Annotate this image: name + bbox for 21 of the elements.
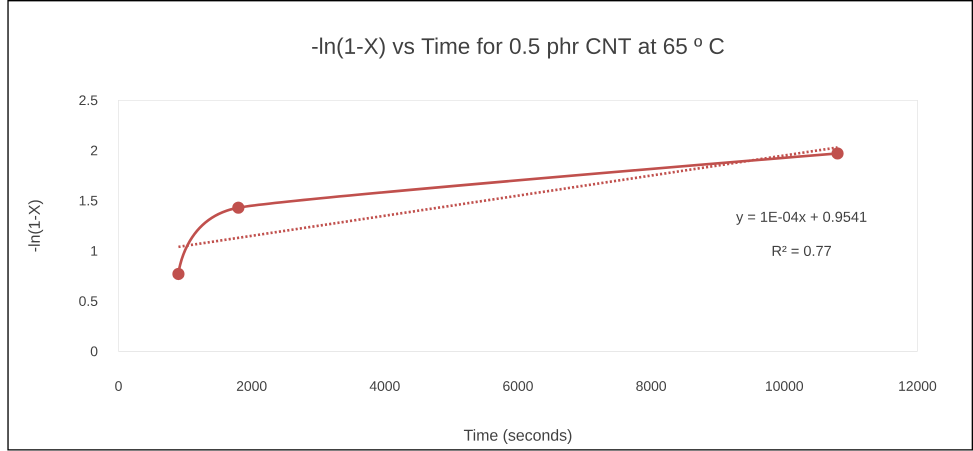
y-tick-label: 1.5 xyxy=(80,196,98,206)
point xyxy=(232,202,244,214)
point xyxy=(172,268,185,280)
chart-title: -ln(1-X) vs Time for 0.5 phr CNT at 65 º C xyxy=(312,38,724,59)
annotation: y = 1E-04x + 0.9541 xyxy=(736,212,866,226)
y-tick-label: 2 xyxy=(90,146,98,156)
y-tick-label: 0.5 xyxy=(79,296,98,306)
y-axis-title: -ln(1-X) xyxy=(28,200,44,252)
x-tick-label: 8000 xyxy=(636,381,666,392)
y-tick-label: 1 xyxy=(91,246,98,256)
x-tick-label: 4000 xyxy=(370,381,400,392)
annotation: R² = 0.77 xyxy=(772,246,831,256)
x-tick-label: 12000 xyxy=(899,381,936,392)
x-tick-label: 2000 xyxy=(236,381,267,392)
x-tick-label: 0 xyxy=(115,381,122,392)
x-tick-label: 10000 xyxy=(766,381,804,392)
x-axis-title: Time (seconds) xyxy=(464,429,572,444)
x-tick-label: 6000 xyxy=(503,381,533,392)
point xyxy=(831,148,844,160)
y-tick-label: 2.5 xyxy=(79,96,98,106)
y-tick-label: 0 xyxy=(90,346,98,356)
